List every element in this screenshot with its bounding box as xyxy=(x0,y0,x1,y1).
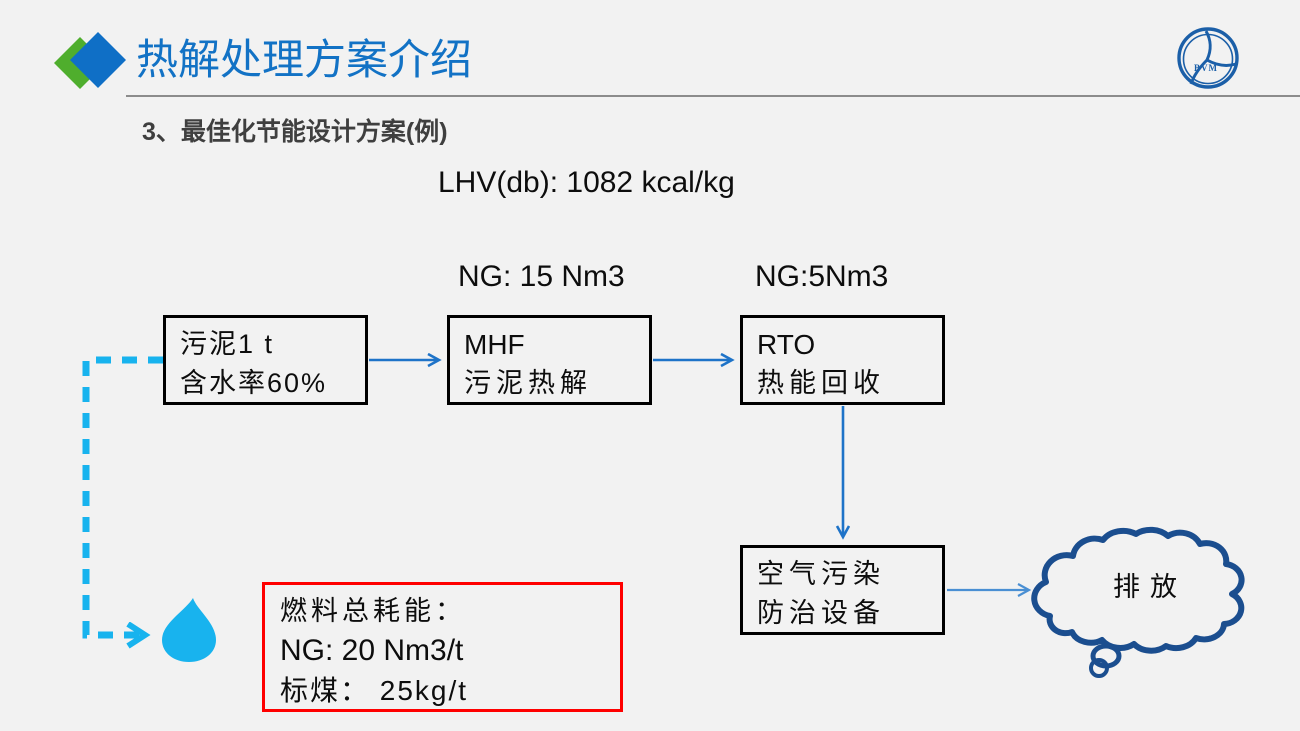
lhv-value-label: LHV(db): 1082 kcal/kg xyxy=(438,166,735,199)
fuel-box-line: NG: 20 Nm3/t xyxy=(280,634,464,667)
fuel-consumption-box: 燃料总耗能： NG: 20 Nm3/t 标煤： 25kg/t xyxy=(262,582,623,712)
brand-diamond-icon xyxy=(54,32,126,89)
org-logo-icon: BVM xyxy=(1177,27,1239,89)
page-title: 热解处理方案介绍 xyxy=(136,36,473,83)
flow-box-line: MHF xyxy=(464,329,525,360)
flow-box-rto: RTO 热能回收 xyxy=(740,315,945,405)
ng-rto-label: NG:5Nm3 xyxy=(755,260,889,293)
fuel-box-line: 燃料总耗能： xyxy=(280,596,466,626)
water-drop-icon xyxy=(162,598,216,662)
ng-mhf-label: NG: 15 Nm3 xyxy=(458,260,625,293)
fuel-box-line: 标煤： 25kg/t xyxy=(280,675,469,706)
flow-box-mhf: MHF 污泥热解 xyxy=(447,315,652,405)
flow-box-line: 防治设备 xyxy=(757,598,885,628)
flow-box-line: 污泥热解 xyxy=(464,368,592,398)
cloud-label: 排放 xyxy=(1113,572,1187,602)
water-recycle-dashed-line xyxy=(82,356,163,635)
flow-box-line: 污泥1 t xyxy=(180,329,275,359)
emission-cloud: 排放 xyxy=(1031,526,1245,678)
flow-box-line: 空气污染 xyxy=(757,559,885,589)
flow-box-line: 热能回收 xyxy=(757,368,885,398)
flow-box-air-pollution-control: 空气污染 防治设备 xyxy=(740,545,945,635)
flow-box-line: RTO xyxy=(757,329,816,360)
flow-box-sludge: 污泥1 t 含水率60% xyxy=(163,315,368,405)
cloud-tail-bubble-small xyxy=(1089,658,1109,678)
org-logo-label: BVM xyxy=(1194,63,1218,73)
header-divider xyxy=(126,95,1300,97)
section-subtitle: 3、最佳化节能设计方案(例) xyxy=(142,118,448,146)
flow-box-line: 含水率60% xyxy=(180,368,328,398)
